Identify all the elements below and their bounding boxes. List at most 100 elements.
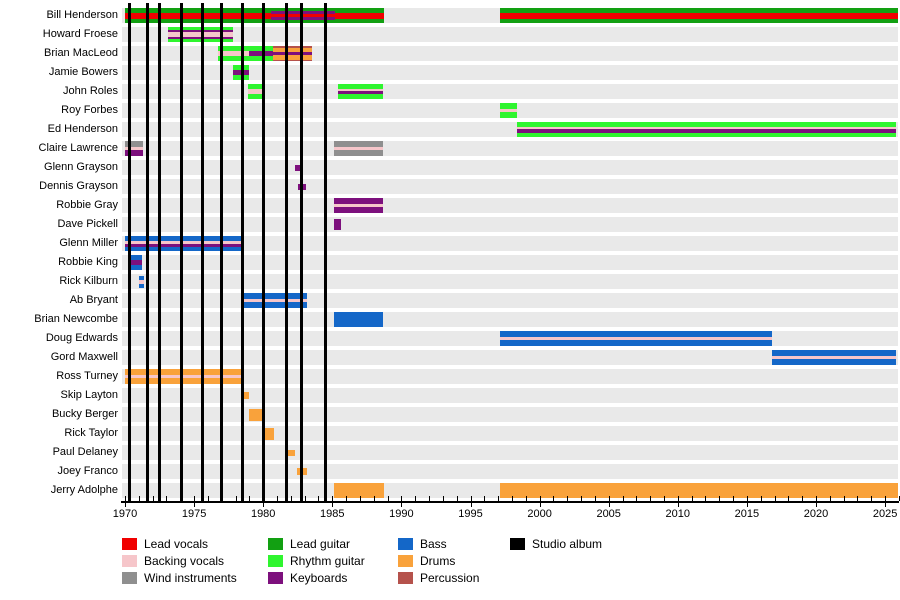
- role-stripe-lead_guitar: [270, 8, 336, 12]
- role-stripe-drums: [272, 55, 312, 60]
- member-bar: [130, 255, 142, 270]
- member-bar: [138, 275, 145, 288]
- role-stripe-bass: [241, 302, 308, 308]
- member-name-label: Dennis Grayson: [39, 180, 118, 192]
- role-stripe-backing_vocals: [499, 336, 772, 341]
- legend-swatch-studio_album: [510, 538, 525, 550]
- x-axis-minor-tick: [650, 496, 652, 501]
- x-axis-major-tick: [332, 503, 334, 507]
- legend-label-rhythm_guitar: Rhythm guitar: [290, 554, 365, 568]
- x-axis-tick-label: 1970: [112, 508, 138, 520]
- row-band: [122, 388, 898, 403]
- x-axis-tick-label: 1990: [389, 508, 414, 520]
- member-bar: [125, 369, 243, 384]
- x-axis-minor-tick: [277, 496, 279, 501]
- role-stripe-backing_vocals: [125, 146, 143, 151]
- role-stripe-keyboards: [337, 91, 384, 95]
- legend-label-backing_vocals: Backing vocals: [144, 554, 225, 568]
- member-name-label: Ab Bryant: [69, 294, 118, 306]
- x-axis-major-tick: [816, 503, 817, 507]
- studio-album-line: [240, 3, 244, 501]
- member-bar: [771, 350, 897, 365]
- role-stripe-bass: [241, 293, 308, 299]
- role-stripe-keyboards: [333, 207, 384, 213]
- role-stripe-backing_vocals: [241, 298, 308, 303]
- x-axis-minor-tick: [774, 496, 776, 501]
- role-stripe-rhythm_guitar: [337, 84, 384, 89]
- x-axis-minor-tick: [290, 496, 292, 501]
- member-name-label: Bill Henderson: [46, 9, 118, 21]
- x-axis-tick-label: 2005: [596, 508, 621, 520]
- studio-album-line: [200, 3, 204, 501]
- row-band: [122, 255, 898, 270]
- role-stripe-backing_vocals: [337, 88, 384, 92]
- legend-swatch-keyboards: [268, 572, 283, 584]
- x-axis-minor-tick: [898, 496, 900, 501]
- legend-swatch-bass: [398, 538, 413, 550]
- role-stripe-rhythm_guitar: [249, 46, 273, 52]
- member-bar: [125, 141, 143, 156]
- x-axis-minor-tick: [138, 496, 140, 501]
- member-bar: [499, 331, 772, 346]
- row-band: [122, 407, 898, 422]
- row-band: [122, 426, 898, 441]
- role-stripe-lead_guitar: [125, 18, 271, 23]
- x-axis-minor-tick: [857, 496, 859, 501]
- member-name-label: Claire Lawrence: [38, 142, 118, 154]
- legend-swatch-rhythm_guitar: [268, 555, 283, 567]
- member-bar: [217, 46, 250, 61]
- x-axis-minor-tick: [263, 496, 265, 501]
- member-name-label: Roy Forbes: [61, 104, 118, 116]
- member-bar: [125, 8, 271, 23]
- row-band: [122, 445, 898, 460]
- role-stripe-percussion: [272, 59, 312, 61]
- role-stripe-rhythm_guitar: [217, 46, 250, 51]
- member-bar: [499, 483, 899, 498]
- role-stripe-backing_vocals: [517, 126, 897, 129]
- member-name-label: Gord Maxwell: [50, 351, 118, 363]
- row-band: [122, 160, 898, 175]
- member-name-label: Brian MacLeod: [44, 47, 118, 59]
- member-bar: [249, 408, 264, 421]
- role-stripe-bass: [138, 283, 145, 288]
- x-axis-minor-tick: [152, 496, 154, 501]
- studio-album-line: [146, 3, 150, 501]
- role-stripe-rhythm_guitar: [249, 55, 273, 61]
- legend-label-studio_album: Studio album: [532, 537, 603, 551]
- member-name-label: Howard Froese: [42, 28, 118, 40]
- role-stripe-drums: [499, 483, 899, 498]
- role-stripe-drums: [242, 392, 250, 399]
- x-axis-minor-tick: [304, 496, 306, 501]
- legend-label-drums: Drums: [420, 554, 456, 568]
- x-axis-minor-tick: [387, 496, 389, 501]
- x-axis-tick-label: 1980: [250, 508, 276, 520]
- x-axis-line: [121, 501, 899, 503]
- row-band: [122, 65, 898, 80]
- role-stripe-drums: [125, 378, 243, 384]
- member-bar: [249, 46, 273, 61]
- studio-album-line: [128, 3, 132, 501]
- legend-label-keyboards: Keyboards: [290, 571, 348, 585]
- x-axis-minor-tick: [346, 496, 348, 501]
- role-stripe-rhythm_guitar: [167, 27, 233, 31]
- legend-swatch-backing_vocals: [122, 555, 137, 567]
- studio-album-line: [220, 3, 224, 501]
- role-stripe-backing_vocals: [217, 51, 250, 56]
- x-axis-tick-label: 2015: [734, 508, 760, 520]
- studio-album-line: [299, 3, 303, 501]
- x-axis-minor-tick: [760, 496, 762, 501]
- x-axis-minor-tick: [608, 496, 610, 501]
- x-axis-minor-tick: [885, 496, 887, 501]
- role-stripe-wind_instruments: [333, 141, 384, 147]
- role-stripe-bass: [771, 359, 897, 365]
- member-bar: [333, 312, 384, 327]
- member-name-label: Jerry Adolphe: [50, 484, 118, 496]
- row-band: [122, 141, 898, 156]
- x-axis-minor-tick: [456, 496, 458, 501]
- role-stripe-wind_instruments: [125, 141, 143, 147]
- x-axis-minor-tick: [484, 496, 486, 501]
- row-band: [122, 198, 898, 213]
- role-stripe-keyboards: [294, 164, 302, 171]
- x-axis-major-tick: [677, 503, 679, 507]
- role-stripe-keyboards: [249, 51, 273, 56]
